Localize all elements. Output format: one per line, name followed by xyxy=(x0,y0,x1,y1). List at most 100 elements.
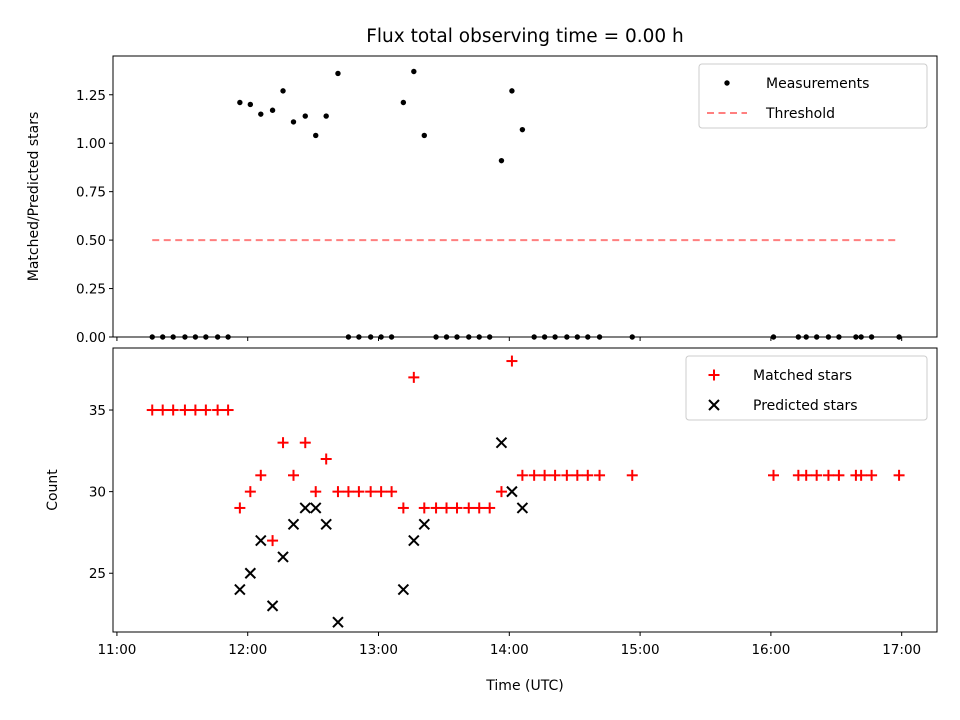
matched-star-marker xyxy=(441,502,453,514)
x-tick-label: 12:00 xyxy=(228,642,267,658)
measurement-point xyxy=(280,88,286,94)
predicted-star-marker-b xyxy=(255,534,267,547)
predicted-star-marker-b xyxy=(244,567,257,579)
measurement-point xyxy=(237,99,243,106)
predicted-star-marker xyxy=(277,551,289,563)
count-panel: 25 30 35 11:00 12:00 13:00 14:00 15:00 16:00 17:0… xyxy=(45,347,938,658)
y-tick-label: 0.25 xyxy=(76,282,106,298)
matched-star-marker xyxy=(516,469,528,481)
matched-star-marker xyxy=(299,437,311,449)
measurement-point xyxy=(335,70,341,77)
predicted-star-marker-b xyxy=(234,583,246,596)
legend-measurement-swatch xyxy=(724,80,730,86)
matched-star-marker xyxy=(244,486,256,498)
predicted-star-marker xyxy=(266,600,279,612)
matched-star-marker xyxy=(277,437,289,449)
matched-star-marker xyxy=(582,469,594,481)
y-tick-label: 1.25 xyxy=(76,88,106,104)
predicted-star-marker xyxy=(234,583,246,596)
matched-star-marker xyxy=(342,486,354,498)
predicted-star-marker xyxy=(299,502,311,514)
legend: Matched stars Predicted stars xyxy=(685,355,928,421)
matched-star-marker xyxy=(484,502,496,514)
matched-star-marker xyxy=(463,502,475,514)
predicted-star-marker xyxy=(397,583,410,596)
legend-label: Threshold xyxy=(765,106,835,122)
matched-star-marker xyxy=(811,469,823,481)
matched-star-marker xyxy=(287,469,299,481)
legend-label: Matched stars xyxy=(753,368,852,384)
measurement-point xyxy=(269,107,276,113)
x-tick-label: 14:00 xyxy=(490,642,529,658)
predicted-star-marker-b xyxy=(418,518,430,530)
measurement-point xyxy=(498,157,505,164)
matched-star-marker xyxy=(255,469,267,481)
predicted-star-marker-b xyxy=(332,616,344,628)
y-axis-title: Matched/Predicted stars xyxy=(26,112,42,282)
ratio-panel: 0.00 0.25 0.50 0.75 1.00 1.25 Matched/Predicte… xyxy=(26,55,938,346)
chart-title: Flux total observing time = 0.00 h xyxy=(366,26,684,47)
matched-star-marker xyxy=(495,486,507,498)
matched-star-marker xyxy=(167,404,179,416)
matched-star-marker xyxy=(179,404,191,416)
measurement-point xyxy=(302,113,308,119)
matched-star-marker xyxy=(267,535,279,547)
x-tick-label: 16:00 xyxy=(751,642,790,658)
x-tick-label: 13:00 xyxy=(359,642,398,658)
matched-star-marker xyxy=(386,486,398,498)
matched-star-marker xyxy=(200,404,212,416)
legend-predicted-swatch-b xyxy=(708,399,720,411)
measurement-point xyxy=(411,68,417,75)
predicted-star-marker-b xyxy=(310,502,322,514)
matched-star-marker xyxy=(833,469,845,481)
predicted-star-marker-b xyxy=(287,518,300,530)
predicted-star-marker xyxy=(506,485,518,498)
measurement-point xyxy=(400,99,407,106)
predicted-star-marker-b xyxy=(397,583,410,596)
x-axis-title: Time (UTC) xyxy=(485,678,563,694)
matched-star-marker xyxy=(353,486,365,498)
predicted-star-marker xyxy=(408,534,420,547)
matched-star-marker xyxy=(212,404,224,416)
measurement-point xyxy=(421,132,427,139)
matched-star-marker xyxy=(866,469,878,481)
y-axis-title: Count xyxy=(45,469,61,511)
y-tick-label: 35 xyxy=(89,403,106,419)
predicted-star-marker xyxy=(418,518,430,530)
legend-box xyxy=(685,355,928,421)
predicted-star-marker-b xyxy=(299,502,311,514)
predicted-star-marker xyxy=(255,534,267,547)
predicted-star-marker xyxy=(495,436,508,449)
matched-star-marker xyxy=(800,469,812,481)
legend: Measurements Threshold xyxy=(698,63,928,129)
matched-star-marker xyxy=(157,404,169,416)
measurement-point xyxy=(519,126,526,133)
matched-star-marker xyxy=(768,469,780,481)
matched-star-marker xyxy=(332,486,344,498)
predicted-star-marker xyxy=(516,502,529,514)
y-tick-label: 30 xyxy=(89,485,106,501)
x-tick-label: 11:00 xyxy=(97,642,136,658)
predicted-star-marker-b xyxy=(516,502,529,514)
y-tick-label: 1.00 xyxy=(76,136,106,152)
predicted-star-marker xyxy=(287,518,300,530)
matched-star-marker xyxy=(310,486,322,498)
matched-star-marker xyxy=(320,453,332,465)
measurement-point xyxy=(247,101,254,108)
legend-matched-swatch xyxy=(708,369,720,381)
legend-box xyxy=(698,63,928,129)
predicted-star-marker xyxy=(320,518,332,530)
matched-star-marker xyxy=(549,469,561,481)
matched-star-marker xyxy=(418,502,430,514)
predicted-star-marker-b xyxy=(277,551,289,563)
matched-star-marker xyxy=(365,486,377,498)
y-tick-label: 25 xyxy=(89,566,106,582)
matched-star-marker xyxy=(397,502,409,514)
predicted-star-marker-b xyxy=(408,534,420,547)
matched-star-marker xyxy=(893,469,905,481)
matched-star-marker xyxy=(594,469,606,481)
predicted-star-marker-b xyxy=(506,485,518,498)
predicted-star-marker-b xyxy=(495,436,508,449)
matched-star-marker xyxy=(234,502,246,514)
